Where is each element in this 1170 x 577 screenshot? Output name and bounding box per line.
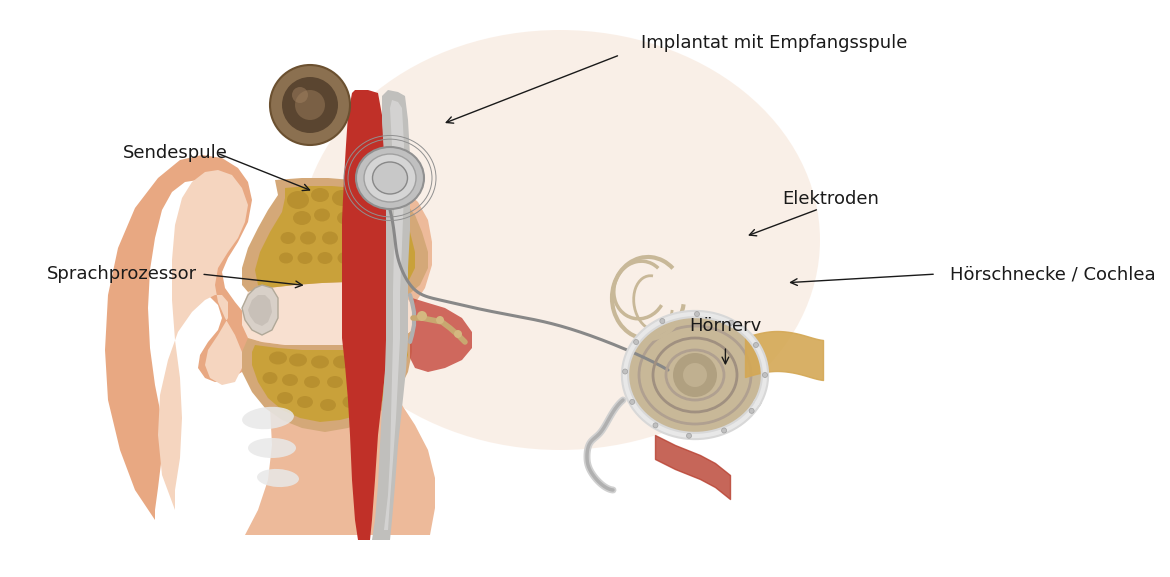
Circle shape xyxy=(722,428,727,433)
Circle shape xyxy=(763,373,768,377)
Ellipse shape xyxy=(376,350,388,362)
Ellipse shape xyxy=(376,227,388,237)
Ellipse shape xyxy=(300,231,316,245)
Text: Implantat mit Empfangsspule: Implantat mit Empfangsspule xyxy=(641,34,908,53)
Ellipse shape xyxy=(384,223,395,233)
Ellipse shape xyxy=(372,209,387,221)
Ellipse shape xyxy=(337,252,352,264)
Polygon shape xyxy=(410,298,472,372)
Ellipse shape xyxy=(282,374,298,386)
Ellipse shape xyxy=(364,154,417,202)
Circle shape xyxy=(695,312,700,317)
Text: Sendespule: Sendespule xyxy=(123,144,228,162)
Ellipse shape xyxy=(362,392,376,403)
Polygon shape xyxy=(384,100,404,530)
Polygon shape xyxy=(242,178,428,295)
Ellipse shape xyxy=(355,354,370,366)
Polygon shape xyxy=(158,170,248,510)
Ellipse shape xyxy=(242,407,294,429)
Circle shape xyxy=(629,399,634,404)
Ellipse shape xyxy=(390,239,400,251)
Ellipse shape xyxy=(333,355,351,369)
Circle shape xyxy=(436,316,443,324)
Ellipse shape xyxy=(262,372,277,384)
Ellipse shape xyxy=(277,392,292,404)
Ellipse shape xyxy=(367,369,381,380)
Ellipse shape xyxy=(287,191,309,209)
Circle shape xyxy=(417,311,427,321)
Ellipse shape xyxy=(311,355,329,369)
Polygon shape xyxy=(242,282,412,345)
Ellipse shape xyxy=(321,399,336,411)
Ellipse shape xyxy=(379,257,391,267)
Ellipse shape xyxy=(622,311,768,439)
Ellipse shape xyxy=(358,254,372,265)
Polygon shape xyxy=(105,155,255,520)
Ellipse shape xyxy=(297,252,312,264)
Circle shape xyxy=(653,423,658,428)
Circle shape xyxy=(634,339,639,344)
Ellipse shape xyxy=(372,162,407,194)
Polygon shape xyxy=(248,295,271,326)
Ellipse shape xyxy=(342,231,358,245)
Text: Hörschnecke / Cochlea: Hörschnecke / Cochlea xyxy=(950,265,1156,283)
Ellipse shape xyxy=(314,208,330,222)
Ellipse shape xyxy=(311,188,329,202)
Ellipse shape xyxy=(297,396,314,408)
Ellipse shape xyxy=(269,351,287,365)
Ellipse shape xyxy=(337,212,353,224)
Circle shape xyxy=(660,319,665,324)
Circle shape xyxy=(749,409,755,413)
Ellipse shape xyxy=(278,253,292,264)
Polygon shape xyxy=(242,330,412,432)
Ellipse shape xyxy=(322,231,338,245)
Ellipse shape xyxy=(317,252,332,264)
Text: Hörnerv: Hörnerv xyxy=(689,317,762,335)
Polygon shape xyxy=(252,340,408,422)
Polygon shape xyxy=(255,186,415,288)
Ellipse shape xyxy=(257,469,300,487)
Ellipse shape xyxy=(349,374,364,386)
Ellipse shape xyxy=(248,438,296,458)
Text: Sprachprozessor: Sprachprozessor xyxy=(47,265,197,283)
Circle shape xyxy=(683,363,707,387)
Polygon shape xyxy=(245,178,435,535)
Polygon shape xyxy=(342,90,388,540)
Circle shape xyxy=(753,343,758,347)
Text: Elektroden: Elektroden xyxy=(783,190,879,208)
Ellipse shape xyxy=(289,354,307,366)
Ellipse shape xyxy=(353,197,371,212)
Circle shape xyxy=(270,65,350,145)
Ellipse shape xyxy=(358,216,372,228)
Circle shape xyxy=(673,353,717,397)
Ellipse shape xyxy=(292,211,311,225)
Polygon shape xyxy=(372,90,410,540)
Ellipse shape xyxy=(332,190,352,206)
Circle shape xyxy=(454,330,462,338)
Circle shape xyxy=(729,320,734,325)
Ellipse shape xyxy=(300,30,820,450)
Ellipse shape xyxy=(343,396,358,408)
Circle shape xyxy=(622,369,627,374)
Ellipse shape xyxy=(304,376,321,388)
Circle shape xyxy=(282,77,338,133)
Ellipse shape xyxy=(281,232,296,244)
Polygon shape xyxy=(242,285,278,335)
Circle shape xyxy=(292,87,308,103)
Ellipse shape xyxy=(326,376,343,388)
Ellipse shape xyxy=(363,234,377,246)
Ellipse shape xyxy=(356,147,424,209)
Circle shape xyxy=(687,433,691,439)
Circle shape xyxy=(295,90,325,120)
